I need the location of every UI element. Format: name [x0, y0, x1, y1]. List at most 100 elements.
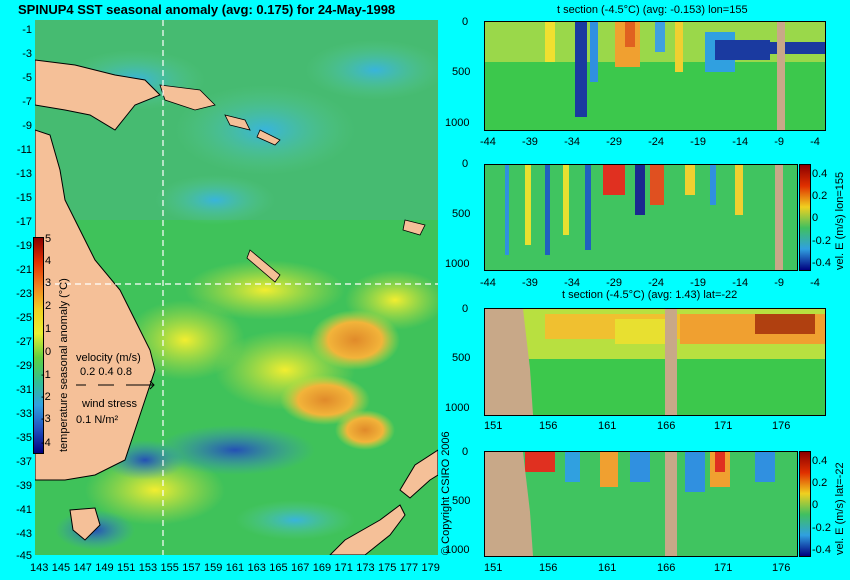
colorbar-tick: -2 [41, 391, 51, 403]
panel1-y-tick: 500 [452, 66, 471, 78]
panel3-section-plot[interactable] [484, 308, 826, 416]
panel2-x-axis: -44 -39 -34 -29 -24 -19 -14 -9 -4 [480, 277, 820, 289]
lat-label: -41 [16, 504, 32, 516]
panel3-y-tick: 0 [462, 303, 469, 315]
panel4-y-tick: 1000 [445, 544, 470, 556]
panel1-title: t section (-4.5°C) (avg: -0.153) lon=155 [557, 4, 748, 16]
lat-axis: -1 -3 -5 -7 -9 -11 -13 -15 -17 -19 -21 -… [0, 20, 34, 562]
panel2-cbar-tick: 0.4 [812, 168, 828, 180]
lon-label: 175 [378, 562, 397, 574]
panel2-x-tick: -9 [774, 277, 784, 289]
panel2-cbar-tick: 0 [812, 212, 819, 224]
panel3-y-tick: 1000 [445, 402, 470, 414]
lat-label: -19 [16, 240, 32, 252]
panel1-x-axis: -44 -39 -34 -29 -24 -19 -14 -9 -4 [480, 136, 820, 148]
lat-label: -33 [16, 408, 32, 420]
panel4-cbar-label: vel. E (m/s) lat=-22 [834, 462, 846, 555]
panel4-cbar-tick: 0 [812, 499, 819, 511]
lon-label: 165 [269, 562, 288, 574]
lat-label: -39 [16, 480, 32, 492]
panel1-x-tick: -19 [690, 136, 707, 148]
lat-label: -29 [16, 360, 32, 372]
panel2-cbar-tick: -0.2 [812, 235, 831, 247]
panel3-x-tick: 171 [714, 420, 733, 432]
panel1-y-tick: 1000 [445, 117, 470, 129]
colorbar-tick: 2 [45, 300, 52, 312]
panel2-y-tick: 1000 [445, 258, 470, 270]
lat-label: -11 [16, 144, 32, 156]
lat-label: -9 [22, 120, 32, 132]
map-title: SPINUP4 SST seasonal anomaly (avg: 0.175… [18, 2, 396, 17]
lat-label: -31 [16, 384, 32, 396]
panel1-x-tick: -9 [774, 136, 784, 148]
panel4-cbar-tick: -0.4 [812, 544, 831, 556]
wind-value: 0.1 N/m² [76, 414, 119, 426]
panel4-velocity-plot[interactable] [484, 451, 798, 557]
panel4-x-axis: 151 156 161 166 171 176 [484, 562, 824, 578]
panel2-x-tick: -34 [564, 277, 580, 289]
panel2-x-tick: -39 [522, 277, 538, 289]
panel1-x-tick: -39 [522, 136, 538, 148]
lon-label: 169 [312, 562, 332, 574]
map-colorbar-label: temperature seasonal anomaly (°C) [58, 278, 70, 452]
lon-label: 149 [95, 562, 114, 574]
velocity-values: 0.2 0.4 0.8 [80, 366, 132, 378]
panel1-section-plot[interactable] [484, 21, 826, 131]
panel3-x-tick: 176 [772, 420, 791, 432]
sst-anomaly-map[interactable] [35, 20, 438, 555]
lon-label: 151 [117, 562, 136, 574]
lat-label: -25 [16, 312, 32, 324]
map-colorbar [33, 237, 44, 454]
panel1-x-tick: -24 [648, 136, 665, 148]
colorbar-tick: -1 [41, 369, 51, 381]
lat-label: -35 [16, 432, 32, 444]
lon-label: 147 [73, 562, 92, 574]
panel4-y-tick: 500 [452, 495, 471, 507]
panel4-x-tick: 166 [657, 562, 676, 574]
panel4-colorbar [799, 451, 811, 557]
lon-label: 143 [30, 562, 49, 574]
panel2-velocity-plot[interactable] [484, 164, 798, 271]
lat-label: -15 [16, 192, 32, 204]
panel1-x-tick: -29 [606, 136, 622, 148]
lat-label: -43 [16, 528, 32, 540]
colorbar-tick: 0 [45, 346, 52, 358]
panel3-x-tick: 151 [484, 420, 503, 432]
colorbar-tick: 1 [45, 323, 52, 335]
lon-label: 159 [204, 562, 223, 574]
panel1-x-tick: -4 [810, 136, 820, 148]
panel2-x-tick: -44 [480, 277, 496, 289]
lon-label: 171 [334, 562, 353, 574]
panel2-colorbar [799, 164, 811, 271]
panel2-x-tick: -4 [810, 277, 820, 289]
panel3-x-tick: 161 [598, 420, 617, 432]
lon-label: 145 [51, 562, 71, 574]
panel2-cbar-label: vel. E (m/s) lon=155 [834, 171, 846, 270]
panel4-x-tick: 171 [714, 562, 733, 574]
lat-label: -45 [16, 550, 32, 562]
colorbar-tick: -3 [41, 413, 51, 425]
panel4-x-tick: 161 [598, 562, 617, 574]
lat-label: -7 [22, 96, 32, 108]
lat-label: -13 [16, 168, 32, 180]
map-colorbar-ticks: 5 4 3 2 1 0 -1 -2 -3 -4 [41, 233, 59, 458]
lon-label: 179 [421, 562, 440, 574]
lat-label: -37 [16, 456, 32, 468]
panel2-x-tick: -24 [648, 277, 665, 289]
panel1-x-tick: -14 [732, 136, 749, 148]
panel2-cbar-tick: -0.4 [812, 257, 831, 269]
panel3-x-tick: 166 [657, 420, 676, 432]
panel4-cbar-tick: 0.4 [812, 455, 828, 467]
panel1-x-tick: -34 [564, 136, 580, 148]
panel4-x-tick: 176 [772, 562, 791, 574]
lat-label: -3 [22, 48, 32, 60]
panel3-x-axis: 151 156 161 166 171 176 [484, 420, 824, 436]
panel3-title: t section (-4.5°C) (avg: 1.43) lat=-22 [562, 289, 738, 301]
lat-label: -27 [16, 336, 32, 348]
panel4-x-tick: 156 [539, 562, 558, 574]
land-new-guinea [35, 59, 161, 131]
velocity-label: velocity (m/s) [76, 352, 141, 364]
lon-label: 161 [225, 562, 245, 574]
panel1-x-tick: -44 [480, 136, 496, 148]
panel4-x-tick: 151 [484, 562, 503, 574]
